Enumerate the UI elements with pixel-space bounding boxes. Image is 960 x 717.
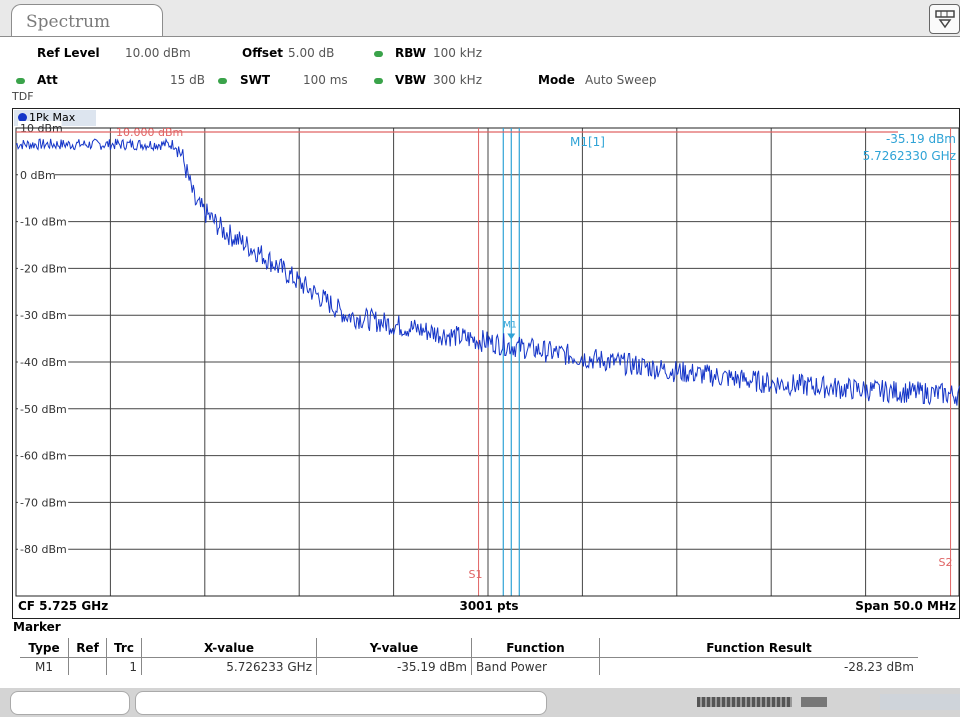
- y-tick-label-bg: [18, 167, 55, 182]
- marker-table: Type Ref Trc X-value Y-value Function Fu…: [20, 638, 918, 675]
- marker-readout-freq: 5.7262330 GHz: [863, 149, 956, 163]
- rbw-value[interactable]: 100 kHz: [433, 46, 482, 60]
- footer-center-frequency: CF 5.725 GHz: [18, 599, 108, 613]
- y-tick-label-bg: [18, 355, 69, 369]
- y-tick-label-bg: [18, 495, 69, 510]
- status-message-field[interactable]: [135, 691, 547, 715]
- swt-label[interactable]: SWT: [240, 73, 271, 87]
- cell-y-value: -35.19 dBm: [316, 657, 472, 675]
- trace-color-icon: [18, 113, 27, 122]
- col-ref: Ref: [68, 638, 107, 658]
- marker-m1-icon: [507, 333, 516, 340]
- marker-readout-level: -35.19 dBm: [886, 132, 956, 146]
- offset-value[interactable]: 5.00 dB: [288, 46, 335, 60]
- tab-spectrum[interactable]: Spectrum: [11, 4, 163, 38]
- marker-table-title: Marker: [13, 620, 61, 634]
- y-tick-label: -10 dBm: [20, 216, 67, 229]
- cell-trc: 1: [106, 657, 142, 675]
- marker-readout-name: M1[1]: [570, 135, 605, 149]
- status-bar: [0, 688, 960, 717]
- y-tick-label-bg: [18, 214, 69, 229]
- swt-value[interactable]: 100 ms: [303, 73, 348, 87]
- col-type: Type: [20, 638, 69, 658]
- col-trc: Trc: [106, 638, 142, 658]
- y-tick-label: -30 dBm: [20, 309, 67, 322]
- status-icon: [801, 697, 827, 707]
- window-menu-button[interactable]: [929, 4, 960, 34]
- rbw-status-icon: [374, 51, 383, 57]
- cell-function-result: -28.23 dBm: [843, 659, 914, 674]
- y-tick-label-bg: [18, 261, 69, 276]
- tab-bar: Spectrum: [0, 0, 960, 38]
- footer-span: Span 50.0 MHz: [855, 599, 956, 613]
- tab-spectrum-label: Spectrum: [26, 12, 111, 32]
- y-tick-label-bg: [18, 308, 69, 323]
- rbw-label[interactable]: RBW: [395, 46, 426, 60]
- cell-x-value: 5.726233 GHz: [141, 657, 317, 675]
- y-tick-label-bg: [18, 401, 69, 416]
- trace-1pk-max: [15, 137, 960, 406]
- att-label[interactable]: Att: [37, 73, 58, 87]
- vbw-label[interactable]: VBW: [395, 73, 427, 87]
- settings-panel: Ref Level 10.00 dBm Offset 5.00 dB RBW 1…: [0, 37, 960, 109]
- mode-value[interactable]: Auto Sweep: [585, 73, 657, 87]
- cell-type: M1: [20, 657, 69, 675]
- footer-points: 3001 pts: [459, 599, 518, 613]
- tdf-indicator: TDF: [12, 90, 34, 103]
- tab-divider: [0, 36, 960, 37]
- cell-function: Band Power: [471, 657, 600, 675]
- col-function: Function: [471, 638, 600, 658]
- mode-label[interactable]: Mode: [538, 73, 575, 87]
- display-config-icon: [935, 10, 955, 29]
- progress-indicator: [697, 697, 792, 707]
- vbw-status-icon: [374, 78, 383, 84]
- swt-status-icon: [218, 78, 227, 84]
- col-function-result: Function Result: [599, 638, 918, 658]
- cell-ref: [68, 657, 107, 675]
- marker-table-header: Type Ref Trc X-value Y-value Function Fu…: [20, 638, 918, 658]
- marker-m1-label: M1: [503, 320, 517, 330]
- y-tick-label-bg: [18, 448, 69, 463]
- trace-label-text: 1Pk Max: [29, 111, 76, 124]
- ref-level-value[interactable]: 10.00 dBm: [125, 46, 191, 60]
- y-tick-label-bg: [18, 542, 69, 557]
- y-tick-label: -40 dBm: [20, 356, 67, 369]
- att-status-icon: [16, 78, 25, 84]
- limit-line-label: 10.000 dBm: [116, 126, 183, 139]
- vbw-value[interactable]: 300 kHz: [433, 73, 482, 87]
- table-row[interactable]: M1 1 5.726233 GHz -35.19 dBm Band Power …: [20, 657, 918, 675]
- att-value[interactable]: 15 dB: [170, 73, 205, 87]
- status-field-right: [880, 694, 960, 710]
- vertical-line-label-s2: S2: [939, 556, 953, 569]
- y-tick-label: -80 dBm: [20, 543, 67, 556]
- col-y-value: Y-value: [316, 638, 472, 658]
- diagram-panel[interactable]: [12, 108, 960, 619]
- offset-label[interactable]: Offset: [242, 46, 283, 60]
- y-tick-label: -50 dBm: [20, 403, 67, 416]
- ref-level-label[interactable]: Ref Level: [37, 46, 100, 60]
- marker-table-area: Marker Type Ref Trc X-value Y-value Func…: [12, 620, 960, 686]
- y-tick-label: -60 dBm: [20, 450, 67, 463]
- vertical-line-label-s1: S1: [469, 568, 483, 581]
- status-field-left[interactable]: [10, 691, 130, 715]
- col-x-value: X-value: [141, 638, 317, 658]
- y-tick-label: -70 dBm: [20, 496, 67, 509]
- y-tick-label: 0 dBm: [20, 169, 56, 182]
- y-tick-label: -20 dBm: [20, 262, 67, 275]
